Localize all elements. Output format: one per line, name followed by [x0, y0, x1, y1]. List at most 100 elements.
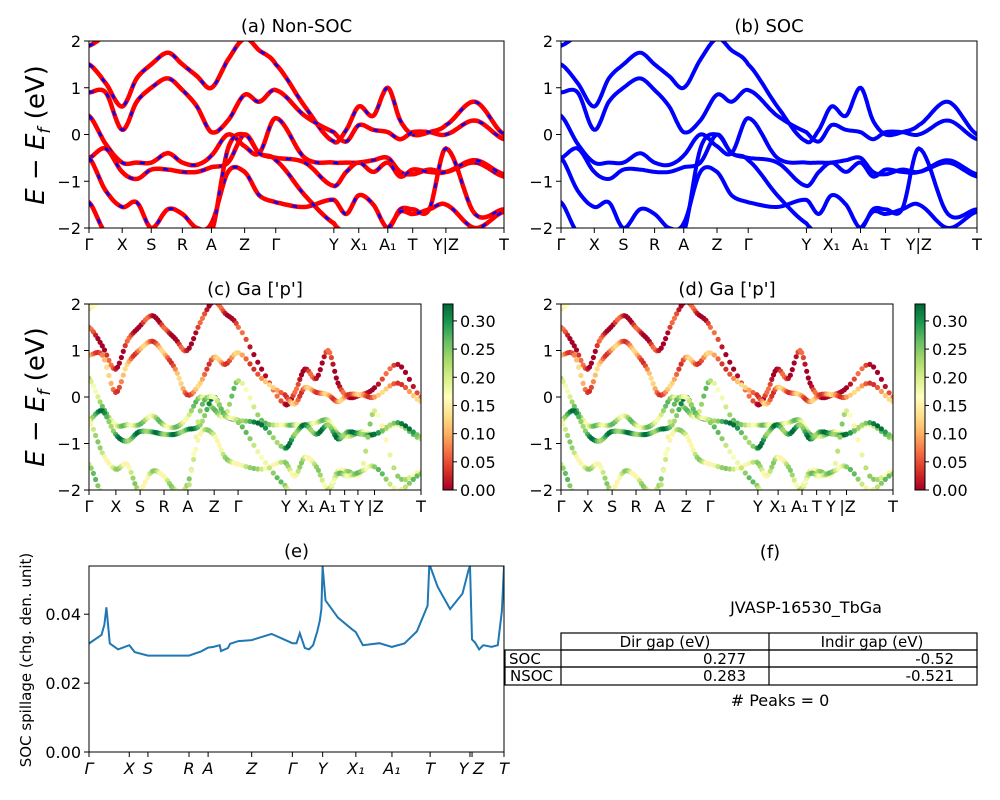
- band-point: [886, 473, 892, 479]
- colorbar-tick-label: 0.15: [932, 396, 968, 415]
- xtick-label-e: Y: [318, 759, 329, 778]
- band-point: [101, 357, 108, 363]
- table-row-border-nsoc: [504, 666, 978, 686]
- band-point: [711, 424, 717, 430]
- band-point: [226, 401, 233, 407]
- band-point: [297, 464, 303, 470]
- ylabel-spillage: SOC spillage (chg. den. unit): [17, 553, 35, 768]
- band-point: [886, 432, 892, 438]
- band-point: [402, 384, 409, 391]
- band-point: [239, 330, 245, 336]
- band-point: [101, 410, 108, 416]
- band-point: [719, 436, 725, 442]
- band-point: [233, 320, 239, 326]
- band-point: [414, 396, 420, 402]
- band-point: [202, 371, 208, 377]
- band-point: [197, 320, 203, 326]
- band-point: [715, 464, 721, 470]
- xtick-label-d: Γ: [557, 497, 566, 516]
- band-point: [197, 408, 203, 414]
- band-point: [847, 381, 854, 387]
- ytick-label-b: −2: [529, 219, 553, 238]
- band-point: [592, 372, 598, 378]
- band-point: [727, 466, 733, 472]
- band-point: [255, 371, 261, 377]
- band-point: [93, 476, 99, 483]
- band-point: [206, 361, 212, 367]
- xtick-label-a: T: [407, 235, 418, 254]
- band-point: [243, 418, 249, 424]
- band-point: [843, 464, 850, 470]
- band-point: [734, 373, 741, 379]
- band-point: [97, 445, 103, 451]
- band-point: [97, 399, 103, 405]
- band-point: [561, 465, 566, 471]
- band-point: [116, 360, 122, 366]
- band-point: [569, 445, 575, 451]
- xtick-label-d: X₁: [769, 497, 786, 516]
- band-point: [847, 392, 854, 398]
- ytick-label-d: 2: [543, 295, 553, 314]
- axes-frame: [560, 303, 894, 491]
- band-point: [243, 429, 249, 435]
- band-point: [763, 491, 768, 496]
- band-point: [663, 403, 669, 409]
- band-point: [186, 476, 192, 482]
- band-point: [104, 414, 110, 420]
- spillage-line: [89, 566, 504, 657]
- band-point: [750, 398, 756, 404]
- band-point: [800, 355, 807, 361]
- band-point: [863, 420, 869, 426]
- band-point: [658, 412, 664, 418]
- band-point: [871, 486, 877, 490]
- band-point: [650, 381, 656, 387]
- xtick-label-e: R: [183, 759, 194, 778]
- band-point: [890, 471, 893, 477]
- band-point: [711, 330, 717, 336]
- band-point: [224, 408, 230, 414]
- band-point: [239, 418, 245, 424]
- band-point: [859, 481, 865, 487]
- panel-c: (c) Ga ['p']210−1−2Γ X S R A Z Γ Y X₁ A₁ T Y |Z T0.00…: [57, 279, 495, 516]
- bands-b: [561, 41, 977, 228]
- band-point: [199, 376, 205, 382]
- band-point: [738, 422, 745, 428]
- band-point: [863, 381, 869, 387]
- band-point: [612, 483, 618, 489]
- band-point: [882, 476, 888, 482]
- band-point: [327, 350, 333, 356]
- xtick-label-a: Z: [239, 235, 250, 254]
- xtick-label-a: T: [498, 235, 509, 254]
- ylabel-top: E − Ef (eV): [21, 65, 55, 205]
- band-point: [701, 393, 707, 399]
- band-point: [703, 385, 709, 391]
- band-point: [278, 459, 284, 465]
- band-point: [707, 420, 714, 426]
- band-point: [387, 422, 393, 428]
- band-point: [576, 414, 582, 420]
- xtick-label-b: A₁: [852, 235, 869, 254]
- band-point: [188, 467, 194, 473]
- xtick-label-d: S: [607, 497, 617, 516]
- band-point: [769, 376, 775, 382]
- band-point: [750, 389, 756, 396]
- band-point: [383, 386, 389, 392]
- band-point: [567, 439, 573, 445]
- band-point: [328, 355, 334, 361]
- band-point: [371, 394, 378, 400]
- band-point: [750, 443, 756, 449]
- band-point: [90, 470, 96, 476]
- colorbar-tick-label: 0.05: [932, 453, 968, 472]
- band-point: [235, 378, 241, 384]
- band-point: [859, 452, 865, 458]
- band-point: [847, 430, 854, 436]
- band-point: [674, 311, 680, 317]
- band-point: [843, 394, 850, 400]
- band-point: [663, 451, 669, 457]
- band-point: [715, 418, 721, 424]
- band-dash-0: [89, 41, 100, 47]
- band-point: [590, 354, 597, 361]
- xtick-label-d: Y: [825, 497, 836, 516]
